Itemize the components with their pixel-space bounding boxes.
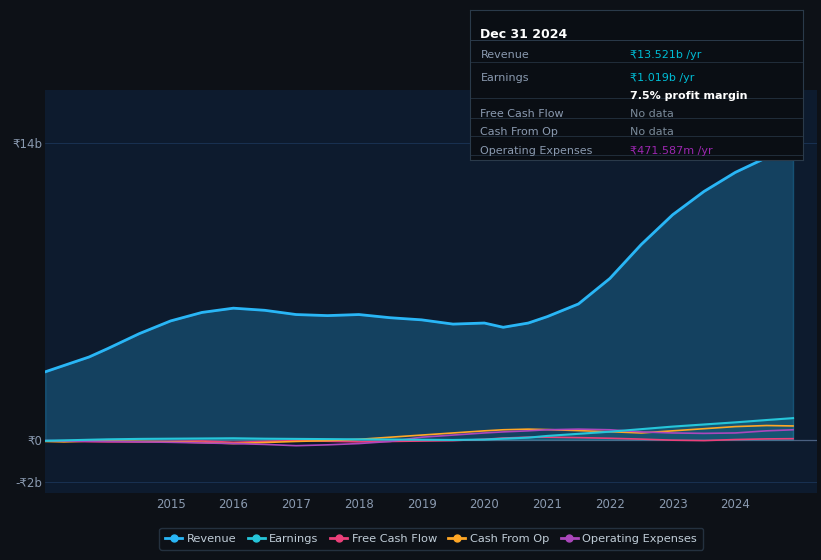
Text: No data: No data — [630, 109, 674, 119]
Text: No data: No data — [630, 127, 674, 137]
Text: Free Cash Flow: Free Cash Flow — [480, 109, 564, 119]
Text: 7.5% profit margin: 7.5% profit margin — [630, 91, 748, 101]
Text: Dec 31 2024: Dec 31 2024 — [480, 27, 567, 40]
Text: Earnings: Earnings — [480, 73, 529, 82]
Text: Operating Expenses: Operating Expenses — [480, 146, 593, 156]
Text: Revenue: Revenue — [480, 50, 530, 60]
Text: ₹471.587m /yr: ₹471.587m /yr — [630, 146, 713, 156]
Legend: Revenue, Earnings, Free Cash Flow, Cash From Op, Operating Expenses: Revenue, Earnings, Free Cash Flow, Cash … — [159, 528, 703, 549]
Text: ₹13.521b /yr: ₹13.521b /yr — [630, 50, 701, 60]
Text: Cash From Op: Cash From Op — [480, 127, 558, 137]
Text: ₹1.019b /yr: ₹1.019b /yr — [630, 73, 695, 82]
